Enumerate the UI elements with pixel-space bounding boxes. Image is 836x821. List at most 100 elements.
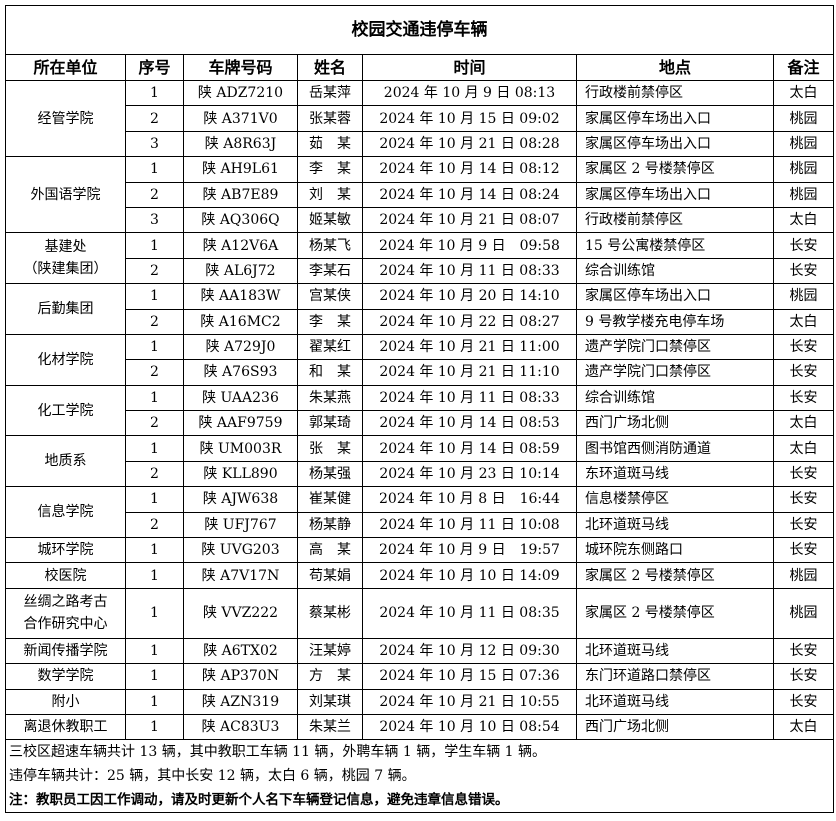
cell-plate: 陕 A16MC2 [183, 308, 298, 335]
cell-location: 北环道斑马线 [576, 688, 774, 715]
table-row: 数学学院 1 陕 AP370N 方 某 2024 年 10 月 15 日 07:36 东门… [5, 663, 835, 690]
cell-unit: 基建处 （陕建集团） [5, 232, 126, 285]
cell-remark: 桃园 [772, 156, 835, 183]
cell-name: 蔡某彬 [297, 587, 363, 639]
cell-location: 遗产学院门口禁停区 [576, 359, 774, 386]
cell-seq: 1 [125, 537, 184, 564]
cell-time: 2024 年 10 月 11 日 08:33 [362, 257, 577, 285]
cell-unit: 外国语学院 [5, 156, 126, 234]
cell-time: 2024 年 10 月 14 日 08:12 [362, 156, 577, 183]
cell-seq: 1 [125, 333, 184, 361]
cell-remark: 长安 [772, 232, 835, 259]
cell-seq: 2 [125, 410, 184, 437]
cell-remark: 长安 [772, 511, 835, 539]
cell-location: 北环道斑马线 [576, 511, 774, 539]
cell-seq: 1 [125, 156, 184, 183]
cell-remark: 长安 [772, 359, 835, 386]
cell-plate: 陕 AQ306Q [183, 206, 298, 234]
cell-location: 家属区停车场出入口 [576, 130, 774, 158]
cell-location: 家属区 2 号楼禁停区 [576, 587, 774, 639]
cell-name: 茹 某 [297, 130, 363, 158]
cell-remark: 长安 [772, 637, 835, 665]
cell-seq: 1 [125, 637, 184, 665]
cell-seq: 1 [125, 79, 184, 107]
table-row: 城环学院 1 陕 UVG203 高 某 2024 年 10 月 9 日 19:57 城环院… [5, 537, 835, 564]
cell-plate: 陕 AAF9759 [183, 410, 298, 437]
cell-time: 2024 年 10 月 8 日 16:44 [362, 486, 577, 513]
cell-name: 李 某 [297, 156, 363, 183]
cell-seq: 2 [125, 181, 184, 208]
cell-time: 2024 年 10 月 23 日 10:14 [362, 460, 577, 488]
cell-time: 2024 年 10 月 20 日 14:10 [362, 283, 577, 310]
cell-unit: 离退休教职工 [5, 713, 126, 741]
cell-unit: 城环学院 [5, 537, 126, 564]
cell-name: 朱某兰 [297, 713, 363, 741]
cell-location: 图书馆西侧消防通道 [576, 435, 774, 462]
cell-location: 遗产学院门口禁停区 [576, 333, 774, 361]
cell-time: 2024 年 10 月 14 日 08:53 [362, 410, 577, 437]
cell-remark: 长安 [772, 333, 835, 361]
cell-unit: 数学学院 [5, 663, 126, 690]
cell-plate: 陕 VVZ222 [183, 587, 298, 639]
cell-seq: 1 [125, 283, 184, 310]
cell-remark: 太白 [772, 79, 835, 107]
cell-seq: 2 [125, 257, 184, 285]
header-unit: 所在单位 [5, 54, 126, 81]
cell-location: 西门广场北侧 [576, 410, 774, 437]
cell-time: 2024 年 10 月 11 日 10:08 [362, 511, 577, 539]
cell-time: 2024 年 10 月 12 日 09:30 [362, 637, 577, 665]
table-row: 附小 1 陕 AZN319 刘某琪 2024 年 10 月 21 日 10:55 北环道斑… [5, 688, 835, 715]
cell-unit: 地质系 [5, 435, 126, 488]
cell-seq: 1 [125, 587, 184, 639]
cell-name: 宫某侠 [297, 283, 363, 310]
table-row: 基建处 （陕建集团） 1 陕 A12V6A 杨某飞 2024 年 10 月 9 日 09:… [5, 232, 835, 285]
cell-location: 家属区停车场出入口 [576, 283, 774, 310]
table-row: 地质系 1 陕 UM003R 张 某 2024 年 10 月 14 日 08:59 图书馆… [5, 435, 835, 488]
cell-remark: 桃园 [772, 587, 835, 639]
cell-name: 崔某健 [297, 486, 363, 513]
cell-name: 刘 某 [297, 181, 363, 208]
cell-time: 2024 年 10 月 11 日 08:33 [362, 384, 577, 412]
cell-unit: 新闻传播学院 [5, 637, 126, 665]
cell-remark: 桃园 [772, 283, 835, 310]
cell-plate: 陕 KLL890 [183, 460, 298, 488]
cell-location: 家属区 2 号楼禁停区 [576, 562, 774, 589]
cell-plate: 陕 AP370N [183, 663, 298, 690]
cell-plate: 陕 A76S93 [183, 359, 298, 386]
cell-seq: 1 [125, 435, 184, 462]
cell-time: 2024 年 10 月 22 日 08:27 [362, 308, 577, 335]
cell-plate: 陕 UM003R [183, 435, 298, 462]
table-row: 后勤集团 1 陕 AA183W 宫某侠 2024 年 10 月 20 日 14:10 家属… [5, 283, 835, 335]
cell-name: 杨某静 [297, 511, 363, 539]
cell-plate: 陕 AZN319 [183, 688, 298, 715]
cell-remark: 太白 [772, 410, 835, 437]
cell-name: 岳某萍 [297, 79, 363, 107]
cell-location: 家属区停车场出入口 [576, 105, 774, 132]
cell-plate: 陕 A12V6A [183, 232, 298, 259]
cell-time: 2024 年 10 月 9 日 08:13 [362, 79, 577, 107]
cell-name: 张 某 [297, 435, 363, 462]
cell-unit: 化材学院 [5, 333, 126, 386]
table-row: 化工学院 1 陕 UAA236 朱某燕 2024 年 10 月 11 日 08:33 综合… [5, 384, 835, 437]
cell-name: 杨某飞 [297, 232, 363, 259]
table-row: 丝绸之路考古 合作研究中心 1 陕 VVZ222 蔡某彬 2024 年 10 月 11 日… [5, 587, 835, 639]
cell-name: 苟某娟 [297, 562, 363, 589]
cell-seq: 1 [125, 713, 184, 741]
cell-time: 2024 年 10 月 14 日 08:59 [362, 435, 577, 462]
cell-time: 2024 年 10 月 9 日 19:57 [362, 537, 577, 564]
table-row: 新闻传播学院 1 陕 A6TX02 汪某婷 2024 年 10 月 12 日 09:30… [5, 637, 835, 665]
cell-remark: 长安 [772, 688, 835, 715]
cell-name: 李某石 [297, 257, 363, 285]
cell-name: 朱某燕 [297, 384, 363, 412]
cell-remark: 长安 [772, 537, 835, 564]
cell-time: 2024 年 10 月 15 日 09:02 [362, 105, 577, 132]
cell-location: 北环道斑马线 [576, 637, 774, 665]
cell-seq: 2 [125, 511, 184, 539]
